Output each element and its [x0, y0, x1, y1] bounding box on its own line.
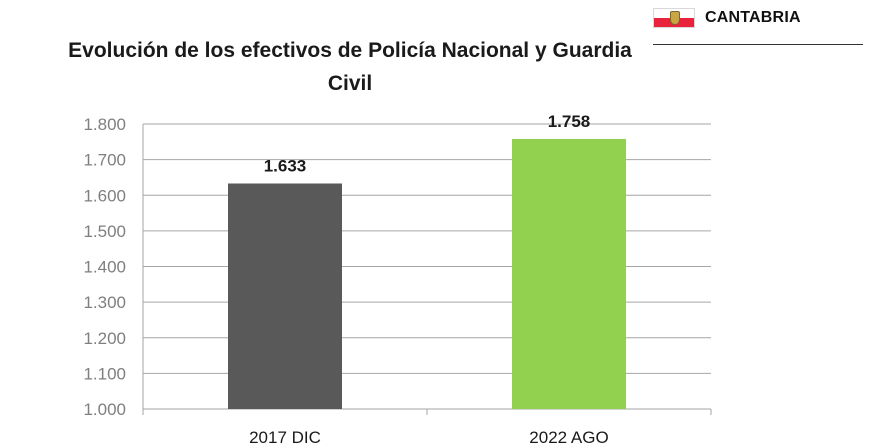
flag-shield [670, 11, 680, 25]
bar-value-label: 1.633 [264, 156, 307, 175]
x-category-label: 2022 AGO [529, 428, 608, 447]
region-name: CANTABRIA [705, 9, 801, 26]
y-tick-label: 1.200 [83, 329, 126, 348]
cantabria-flag-icon [653, 8, 695, 28]
bar [228, 183, 342, 409]
bar [512, 138, 626, 409]
y-tick-label: 1.400 [83, 258, 126, 277]
y-tick-label: 1.600 [83, 186, 126, 205]
y-tick-label: 1.000 [83, 400, 126, 419]
y-tick-label: 1.500 [83, 222, 126, 241]
y-tick-label: 1.300 [83, 293, 126, 312]
header-divider [653, 44, 863, 45]
x-category-label: 2017 DIC [249, 428, 321, 447]
y-tick-label: 1.700 [83, 151, 126, 170]
region-badge: CANTABRIA [653, 8, 801, 28]
bar-value-label: 1.758 [548, 112, 591, 131]
chart-title: Evolución de los efectivos de Policía Na… [68, 39, 632, 95]
y-tick-label: 1.100 [83, 364, 126, 383]
y-tick-label: 1.800 [83, 115, 126, 134]
